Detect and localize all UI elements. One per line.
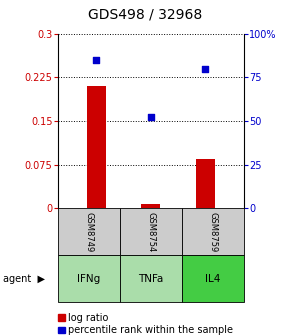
Text: GSM8759: GSM8759 — [208, 212, 217, 252]
Text: TNFa: TNFa — [138, 274, 164, 284]
Bar — [141, 204, 160, 208]
Point — [203, 66, 208, 71]
Text: IL4: IL4 — [205, 274, 220, 284]
Text: percentile rank within the sample: percentile rank within the sample — [68, 325, 233, 335]
Text: GSM8754: GSM8754 — [146, 212, 155, 252]
Text: GDS498 / 32968: GDS498 / 32968 — [88, 8, 202, 22]
Text: log ratio: log ratio — [68, 312, 108, 323]
Text: GSM8749: GSM8749 — [84, 212, 93, 252]
Point — [94, 57, 99, 62]
Text: agent  ▶: agent ▶ — [3, 274, 45, 284]
Bar — [196, 159, 215, 208]
Bar — [87, 86, 106, 208]
Text: IFNg: IFNg — [77, 274, 101, 284]
Point — [148, 115, 153, 120]
